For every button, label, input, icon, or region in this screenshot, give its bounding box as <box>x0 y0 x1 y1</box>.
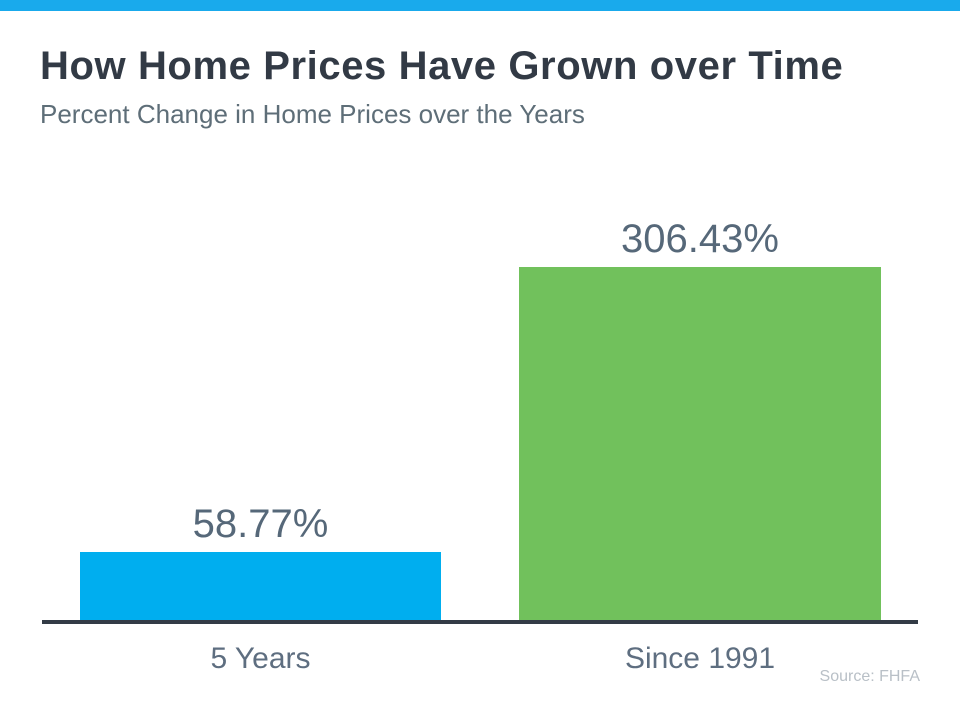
header-accent-bar <box>0 0 960 11</box>
bar-value-label-since-1991: 306.43% <box>621 217 779 261</box>
bar-chart: 58.77% 306.43% <box>42 150 918 620</box>
chart-subtitle: Percent Change in Home Prices over the Y… <box>40 99 585 129</box>
category-label-since-1991: Since 1991 <box>624 642 776 675</box>
x-axis-baseline <box>42 620 918 624</box>
bar-5-years <box>80 552 441 620</box>
bar-since-1991 <box>519 267 881 620</box>
source-attribution: Source: FHFA <box>819 668 920 685</box>
category-label-5-years: 5 Years <box>210 642 311 675</box>
chart-title: How Home Prices Have Grown over Time <box>40 44 844 88</box>
bar-value-label-5-years: 58.77% <box>192 502 329 547</box>
